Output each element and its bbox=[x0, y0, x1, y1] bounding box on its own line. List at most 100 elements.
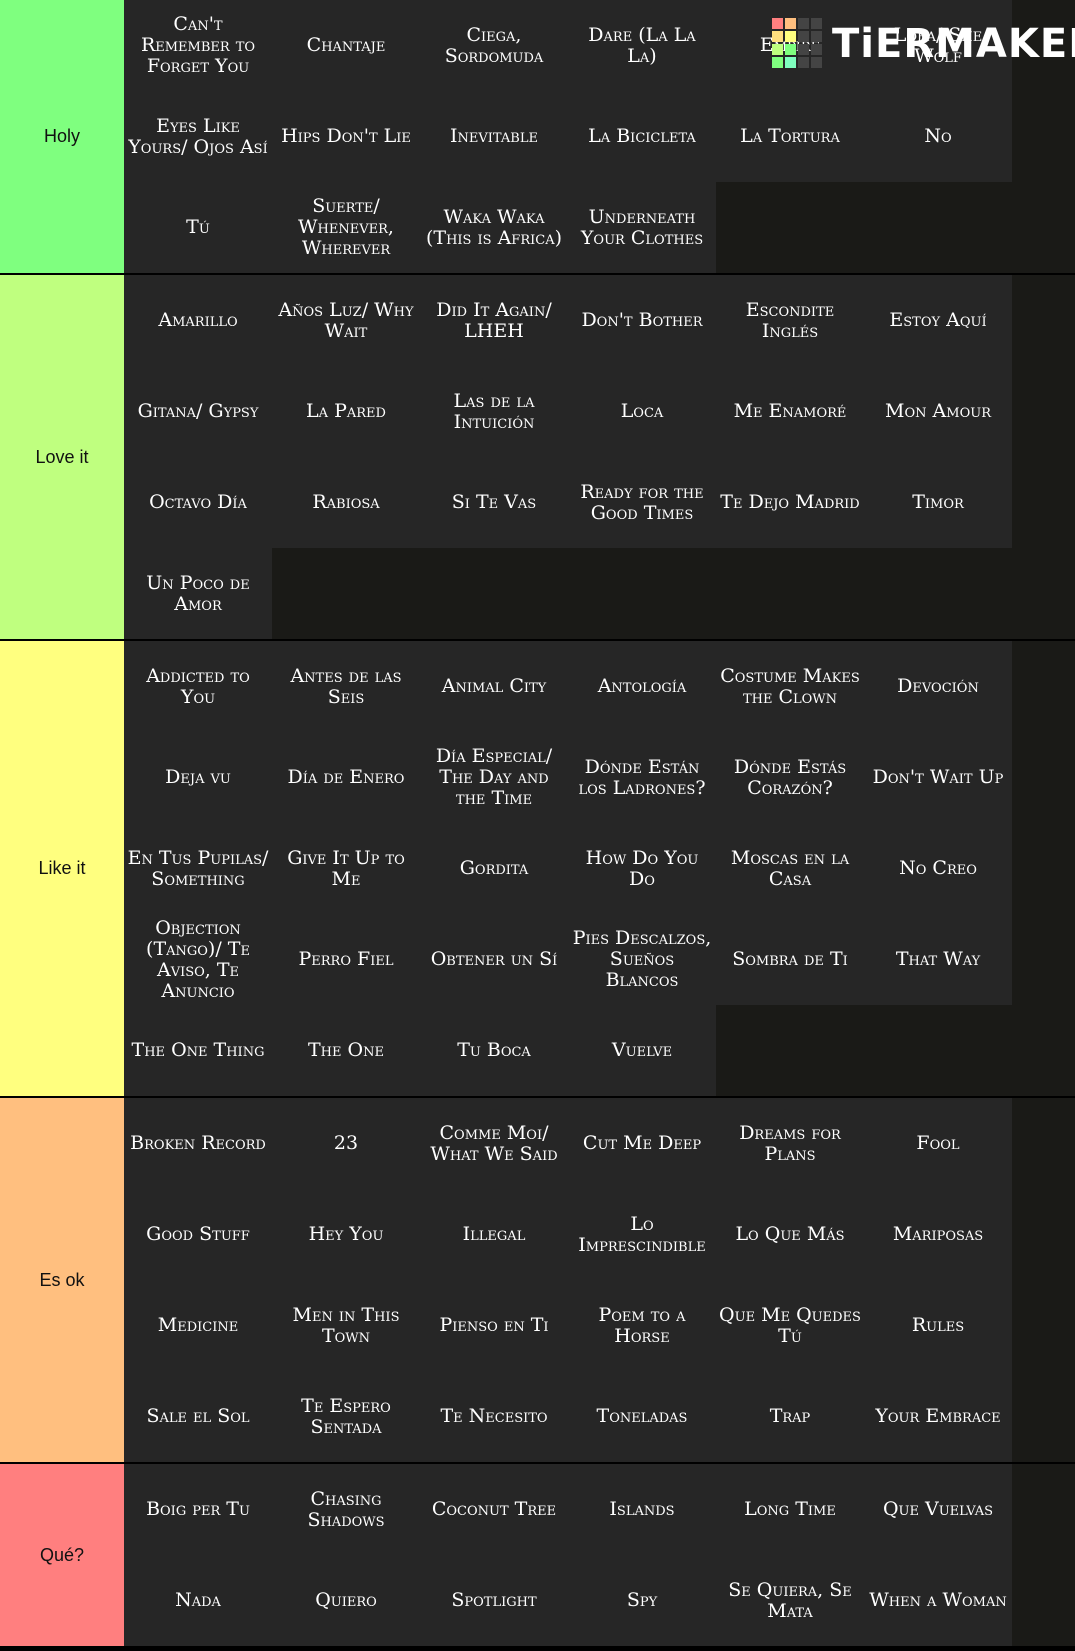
tier-item[interactable]: Te Necesito bbox=[420, 1371, 568, 1462]
tier-item[interactable]: Fool bbox=[864, 1098, 1012, 1189]
tier-item[interactable]: Me Enamoré bbox=[716, 366, 864, 457]
tier-item[interactable]: La Bicicleta bbox=[568, 91, 716, 182]
tier-item[interactable]: Mariposas bbox=[864, 1189, 1012, 1280]
tier-items: Can't Remember to Forget You Chantaje Cieg… bbox=[124, 0, 1012, 273]
tier-item[interactable]: Sale el Sol bbox=[124, 1371, 272, 1462]
tier-item[interactable]: No Creo bbox=[864, 823, 1012, 914]
tier-item[interactable]: Dónde Estás Corazón? bbox=[716, 732, 864, 823]
tier-item[interactable]: Tú bbox=[124, 182, 272, 273]
tier-item[interactable]: Timor bbox=[864, 457, 1012, 548]
tier-item[interactable]: Chasing Shadows bbox=[272, 1464, 420, 1555]
tier-item[interactable]: Coconut Tree bbox=[420, 1464, 568, 1555]
tier-item[interactable]: Good Stuff bbox=[124, 1189, 272, 1280]
tier-item[interactable]: When a Woman bbox=[864, 1555, 1012, 1646]
tier-item[interactable]: Te Espero Sentada bbox=[272, 1371, 420, 1462]
tier-item[interactable]: Las de la Intuición bbox=[420, 366, 568, 457]
tier-item[interactable]: How Do You Do bbox=[568, 823, 716, 914]
tier-item[interactable]: Cut Me Deep bbox=[568, 1098, 716, 1189]
tier-item[interactable]: Long Time bbox=[716, 1464, 864, 1555]
tier-item[interactable]: Ciega, Sordomuda bbox=[420, 0, 568, 91]
tier-item[interactable]: Escondite Inglés bbox=[716, 275, 864, 366]
tier-item[interactable]: Octavo Día bbox=[124, 457, 272, 548]
tier-item[interactable]: Obtener un Sí bbox=[420, 914, 568, 1005]
tier-item[interactable]: Se Quiera, Se Mata bbox=[716, 1555, 864, 1646]
tier-item[interactable]: Deja vu bbox=[124, 732, 272, 823]
tier-item[interactable]: La Pared bbox=[272, 366, 420, 457]
tier-item[interactable]: Quiero bbox=[272, 1555, 420, 1646]
tier-item[interactable]: Don't Bother bbox=[568, 275, 716, 366]
tier-item[interactable]: Vuelve bbox=[568, 1005, 716, 1096]
tier-item[interactable]: Que Me Quedes Tú bbox=[716, 1280, 864, 1371]
tier-item[interactable]: Did It Again/ LHEH bbox=[420, 275, 568, 366]
tier-item[interactable]: Spy bbox=[568, 1555, 716, 1646]
tier-item[interactable]: Your Embrace bbox=[864, 1371, 1012, 1462]
tier-item[interactable]: 23 bbox=[272, 1098, 420, 1189]
tier-item[interactable]: Islands bbox=[568, 1464, 716, 1555]
tier-item[interactable]: Ready for the Good Times bbox=[568, 457, 716, 548]
tier-item[interactable]: Men in This Town bbox=[272, 1280, 420, 1371]
tier-item[interactable]: Don't Wait Up bbox=[864, 732, 1012, 823]
tier-item[interactable]: Tu Boca bbox=[420, 1005, 568, 1096]
tier-item[interactable]: Años Luz/ Why Wait bbox=[272, 275, 420, 366]
tier-item[interactable]: Objection (Tango)/ Te Aviso, Te Anuncio bbox=[124, 914, 272, 1005]
tier-item[interactable]: Broken Record bbox=[124, 1098, 272, 1189]
tier-item[interactable]: Que Vuelvas bbox=[864, 1464, 1012, 1555]
tier-item[interactable]: Medicine bbox=[124, 1280, 272, 1371]
tier-item[interactable]: Animal City bbox=[420, 641, 568, 732]
tier-item[interactable]: Día de Enero bbox=[272, 732, 420, 823]
tier-item[interactable]: Rules bbox=[864, 1280, 1012, 1371]
tier-item[interactable]: Costume Makes the Clown bbox=[716, 641, 864, 732]
tier-item[interactable]: Dreams for Plans bbox=[716, 1098, 864, 1189]
tier-item[interactable]: Amarillo bbox=[124, 275, 272, 366]
tier-item[interactable]: Lo Que Más bbox=[716, 1189, 864, 1280]
tier-item[interactable]: Inevitable bbox=[420, 91, 568, 182]
tier-item[interactable]: Estoy Aquí bbox=[864, 275, 1012, 366]
tier-item[interactable]: Hey You bbox=[272, 1189, 420, 1280]
tier-item[interactable]: Spotlight bbox=[420, 1555, 568, 1646]
tier-item[interactable]: Si Te Vas bbox=[420, 457, 568, 548]
tier-item[interactable]: Waka Waka (This is Africa) bbox=[420, 182, 568, 273]
tier-item[interactable]: Chantaje bbox=[272, 0, 420, 91]
tier-item[interactable]: Día Especial/ The Day and the Time bbox=[420, 732, 568, 823]
tier-item[interactable]: Dónde Están los Ladrones? bbox=[568, 732, 716, 823]
tier-item[interactable]: Rabiosa bbox=[272, 457, 420, 548]
tier-item[interactable]: Suerte/ Whenever, Wherever bbox=[272, 182, 420, 273]
tier-item[interactable]: Devoción bbox=[864, 641, 1012, 732]
tier-item[interactable]: Antes de las Seis bbox=[272, 641, 420, 732]
tier-item[interactable]: Perro Fiel bbox=[272, 914, 420, 1005]
tier-item[interactable]: Mon Amour bbox=[864, 366, 1012, 457]
tier-item[interactable]: The One Thing bbox=[124, 1005, 272, 1096]
tier-item[interactable]: La Tortura bbox=[716, 91, 864, 182]
tier-item[interactable]: Pienso en Ti bbox=[420, 1280, 568, 1371]
tier-item[interactable]: Can't Remember to Forget You bbox=[124, 0, 272, 91]
tier-item[interactable]: Underneath Your Clothes bbox=[568, 182, 716, 273]
tier-item[interactable]: Hips Don't Lie bbox=[272, 91, 420, 182]
tier-item[interactable]: En Tus Pupilas/ Something bbox=[124, 823, 272, 914]
tier-item[interactable]: Moscas en la Casa bbox=[716, 823, 864, 914]
tier-item[interactable]: Gitana/ Gypsy bbox=[124, 366, 272, 457]
tier-item[interactable]: Loca bbox=[568, 366, 716, 457]
tier-item[interactable]: Lo Imprescindible bbox=[568, 1189, 716, 1280]
tier-item[interactable]: Antología bbox=[568, 641, 716, 732]
tier-item[interactable]: Nada bbox=[124, 1555, 272, 1646]
tier-item[interactable]: Boig per Tu bbox=[124, 1464, 272, 1555]
tier-item[interactable]: Pies Descalzos, Sueños Blancos bbox=[568, 914, 716, 1005]
tier-item[interactable]: Trap bbox=[716, 1371, 864, 1462]
tier-item[interactable]: That Way bbox=[864, 914, 1012, 1005]
tier-item[interactable]: Give It Up to Me bbox=[272, 823, 420, 914]
tier-item[interactable]: No bbox=[864, 91, 1012, 182]
tier-item[interactable]: Illegal bbox=[420, 1189, 568, 1280]
tier-item[interactable]: Loba/ She Wolf bbox=[864, 0, 1012, 91]
tier-item[interactable]: Poem to a Horse bbox=[568, 1280, 716, 1371]
tier-item[interactable]: Te Dejo Madrid bbox=[716, 457, 864, 548]
tier-item[interactable]: Un Poco de Amor bbox=[124, 548, 272, 639]
tier-item[interactable]: Dare (La La La) bbox=[568, 0, 716, 91]
tier-item[interactable]: Comme Moi/ What We Said bbox=[420, 1098, 568, 1189]
tier-item[interactable]: The One bbox=[272, 1005, 420, 1096]
tier-item[interactable]: Addicted to You bbox=[124, 641, 272, 732]
tier-item[interactable]: Eyes Like Yours/ Ojos Así bbox=[124, 91, 272, 182]
logo: TiERMAKER bbox=[772, 18, 1075, 70]
tier-item[interactable]: Sombra de Ti bbox=[716, 914, 864, 1005]
tier-item[interactable]: Gordita bbox=[420, 823, 568, 914]
tier-item[interactable]: Toneladas bbox=[568, 1371, 716, 1462]
